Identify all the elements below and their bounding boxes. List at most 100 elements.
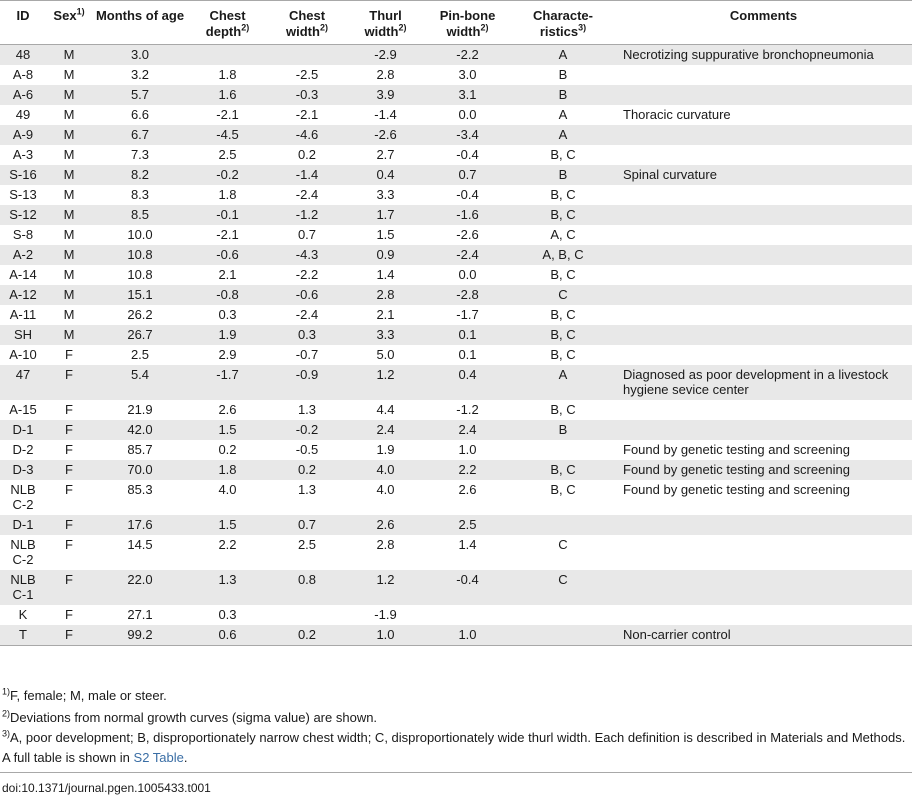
header-sex: Sex1) [46,0,92,45]
cell-characteristics: B, C [511,185,615,205]
cell-chest-width: -0.2 [267,420,347,440]
cell-chest-width: 1.3 [267,400,347,420]
cell-thurl-width: 1.0 [347,625,424,646]
cell-id: A-14 [0,265,46,285]
cell-pin-bone-width: 0.4 [424,365,511,400]
cell-characteristics: B [511,165,615,185]
cell-sex: M [46,105,92,125]
table-row: 47 F 5.4 -1.7 -0.9 1.2 0.4 A Diagnosed as poor d… [0,365,912,400]
cell-comments: Found by genetic testing and screening [615,440,912,460]
cell-comments: Thoracic curvature [615,105,912,125]
cell-pin-bone-width: -2.6 [424,225,511,245]
cell-thurl-width: 4.0 [347,480,424,515]
cell-months: 26.2 [92,305,188,325]
cell-id: D-1 [0,420,46,440]
cell-pin-bone-width: -0.4 [424,145,511,165]
cell-thurl-width: -1.4 [347,105,424,125]
table-row: S-8 M 10.0 -2.1 0.7 1.5 -2.6 A, C [0,225,912,245]
header-characteristics: Characte-ristics3) [511,0,615,45]
cell-chest-width: 0.7 [267,515,347,535]
table-row: D-1 F 42.0 1.5 -0.2 2.4 2.4 B [0,420,912,440]
cell-characteristics: A, B, C [511,245,615,265]
cell-chest-width: 2.5 [267,535,347,570]
cell-characteristics: B [511,85,615,105]
cell-comments [615,125,912,145]
cell-comments [615,145,912,165]
cell-thurl-width: 1.9 [347,440,424,460]
cell-sex: M [46,225,92,245]
cell-chest-width: -2.1 [267,105,347,125]
table-row: S-12 M 8.5 -0.1 -1.2 1.7 -1.6 B, C [0,205,912,225]
cell-thurl-width: 1.2 [347,570,424,605]
cell-chest-width: 1.3 [267,480,347,515]
cell-chest-depth: 1.8 [188,460,267,480]
cell-chest-depth: 1.5 [188,420,267,440]
cell-id: NLBC-2 [0,535,46,570]
cell-sex: M [46,285,92,305]
cell-pin-bone-width: -2.4 [424,245,511,265]
cell-thurl-width: 2.6 [347,515,424,535]
cell-pin-bone-width: 0.7 [424,165,511,185]
table-row: A-6 M 5.7 1.6 -0.3 3.9 3.1 B [0,85,912,105]
cell-id: S-12 [0,205,46,225]
cell-chest-width [267,44,347,65]
cell-chest-depth: -2.1 [188,105,267,125]
cell-months: 5.4 [92,365,188,400]
cell-chest-depth: 1.9 [188,325,267,345]
table-row: A-15 F 21.9 2.6 1.3 4.4 -1.2 B, C [0,400,912,420]
cell-sex: F [46,625,92,646]
cell-comments: Diagnosed as poor development in a lives… [615,365,912,400]
cell-thurl-width: 2.8 [347,285,424,305]
data-table: ID Sex1) Months of age Chest depth2) Che… [0,0,912,646]
header-id: ID [0,0,46,45]
cell-chest-width: -2.4 [267,185,347,205]
cell-characteristics: B, C [511,325,615,345]
cell-chest-depth: 2.1 [188,265,267,285]
cell-comments: Found by genetic testing and screening [615,460,912,480]
cell-chest-width: 0.7 [267,225,347,245]
cell-months: 2.5 [92,345,188,365]
cell-pin-bone-width: 3.1 [424,85,511,105]
cell-thurl-width: -2.9 [347,44,424,65]
cell-thurl-width: 5.0 [347,345,424,365]
cell-comments [615,225,912,245]
cell-characteristics [511,625,615,646]
cell-chest-depth: 2.9 [188,345,267,365]
cell-characteristics: A [511,365,615,400]
cell-characteristics: B, C [511,265,615,285]
cell-thurl-width: 1.4 [347,265,424,285]
cell-months: 21.9 [92,400,188,420]
table-row: A-10 F 2.5 2.9 -0.7 5.0 0.1 B, C [0,345,912,365]
cell-id: NLBC-2 [0,480,46,515]
cell-months: 17.6 [92,515,188,535]
cell-months: 99.2 [92,625,188,646]
cell-characteristics [511,440,615,460]
table-row: NLBC-2 F 14.5 2.2 2.5 2.8 1.4 C [0,535,912,570]
header-thurl-width: Thurl width2) [347,0,424,45]
footnote-1: 1)F, female; M, male or steer. [2,686,167,703]
cell-chest-depth: 2.5 [188,145,267,165]
cell-chest-width: -2.4 [267,305,347,325]
cell-sex: M [46,85,92,105]
cell-thurl-width: 0.9 [347,245,424,265]
cell-chest-width: -0.5 [267,440,347,460]
cell-months: 85.7 [92,440,188,460]
cell-pin-bone-width: 0.0 [424,265,511,285]
cell-chest-depth: 0.3 [188,605,267,625]
cell-months: 3.0 [92,44,188,65]
cell-comments [615,570,912,605]
cell-months: 3.2 [92,65,188,85]
table-row: 49 M 6.6 -2.1 -2.1 -1.4 0.0 A Thoracic curvature [0,105,912,125]
table-row: K F 27.1 0.3 -1.9 [0,605,912,625]
cell-characteristics: B, C [511,205,615,225]
s2-table-link[interactable]: S2 Table [133,750,184,765]
cell-thurl-width: 4.4 [347,400,424,420]
cell-id: A-8 [0,65,46,85]
cell-sex: M [46,165,92,185]
footnote-2: 2)Deviations from normal growth curves (… [2,708,378,725]
cell-characteristics: B, C [511,460,615,480]
header-comments: Comments [615,0,912,45]
table-row: A-14 M 10.8 2.1 -2.2 1.4 0.0 B, C [0,265,912,285]
cell-chest-width: -2.2 [267,265,347,285]
cell-characteristics: A [511,44,615,65]
